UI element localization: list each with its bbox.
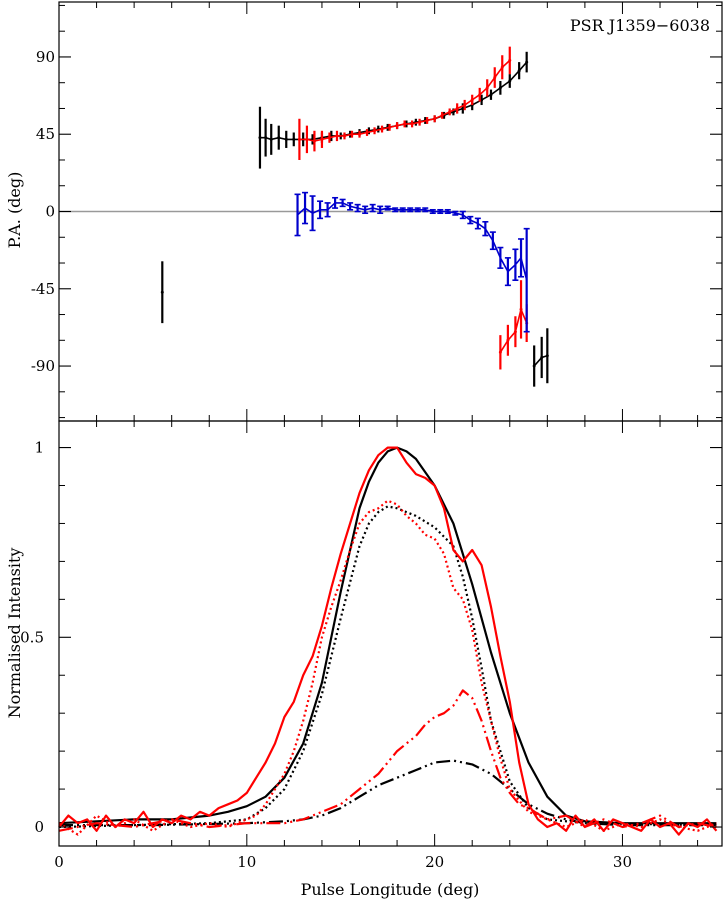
intensity-frame	[58, 420, 723, 847]
profile-line-5	[58, 689, 717, 832]
pa-point	[388, 125, 392, 129]
x-tick-label: 20	[425, 853, 444, 871]
pa-point	[160, 290, 164, 294]
pa-point	[380, 127, 384, 131]
pa-point	[403, 122, 407, 126]
y-tick-label: 0.5	[20, 628, 44, 646]
x-tick-label: 0	[54, 853, 64, 871]
pa-point	[506, 338, 510, 342]
pa-point	[410, 122, 414, 126]
pa-point	[478, 93, 482, 97]
pa-point	[277, 136, 281, 140]
pa-point	[284, 137, 288, 141]
pa-point	[513, 330, 517, 334]
pa-point	[485, 86, 489, 90]
pa-point	[508, 58, 512, 62]
profile-line-3	[58, 446, 718, 836]
y-tick-label: 45	[36, 125, 55, 143]
pa-point	[358, 132, 362, 136]
intensity-profiles	[58, 446, 718, 836]
pa-point	[342, 134, 346, 138]
pa-point	[350, 132, 354, 136]
pa-point	[258, 136, 262, 140]
position-angle-ticks: 90 45 0 -45 -90	[31, 2, 722, 421]
pa-point	[498, 350, 502, 354]
pa-point	[525, 60, 529, 64]
pa-point	[418, 120, 422, 124]
pa-point	[461, 106, 465, 110]
intensity-axis-label: Normalised Intensity	[5, 548, 24, 719]
pa-point	[433, 117, 437, 121]
position-angle-panel: 90 45 0 -45 -90 PSR J1359−6038 P.A. (deg)	[5, 1, 723, 422]
pa-point	[470, 98, 474, 102]
pa-point	[532, 364, 536, 368]
intensity-panel: 00.510 10 20 30 Normalised Intensity Pulse …	[5, 420, 723, 899]
y-tick-label: 0	[34, 818, 44, 836]
pa-trace-2	[296, 202, 528, 281]
pa-point	[440, 113, 444, 117]
chart-title: PSR J1359−6038	[570, 16, 710, 35]
intensity-ticks: 00.510 10 20 30	[20, 421, 722, 871]
pa-point	[365, 131, 369, 135]
longitude-axis-label: Pulse Longitude (deg)	[301, 880, 480, 899]
pa-point	[425, 118, 429, 122]
pa-point	[489, 93, 493, 97]
pa-trace-1	[499, 306, 528, 353]
pa-point	[493, 76, 497, 80]
pa-point	[448, 110, 452, 114]
pa-trace-1	[299, 59, 511, 142]
pa-point	[264, 136, 268, 140]
pa-point	[292, 137, 296, 141]
profile-line-1	[58, 505, 717, 829]
pa-point	[312, 139, 316, 143]
pa-point	[305, 137, 309, 141]
pa-point	[395, 124, 399, 128]
position-angle-data	[59, 46, 722, 387]
y-tick-label: -45	[31, 280, 55, 298]
pa-point	[327, 136, 331, 140]
y-tick-label: -90	[31, 357, 55, 375]
y-tick-label: 90	[36, 48, 55, 66]
pa-point	[297, 137, 301, 141]
pa-point	[519, 307, 523, 311]
profile-line-4	[58, 499, 717, 836]
pa-point	[269, 137, 273, 141]
pa-point	[498, 86, 502, 90]
pa-point	[508, 79, 512, 83]
pa-point	[320, 137, 324, 141]
pa-point	[517, 69, 521, 73]
pa-point	[500, 65, 504, 69]
pa-point	[373, 129, 377, 133]
y-tick-label: 0	[45, 203, 55, 221]
x-tick-label: 10	[237, 853, 256, 871]
profile-line-2	[59, 759, 717, 827]
y-tick-label: 1	[34, 439, 44, 457]
pa-point	[463, 103, 467, 107]
pa-point	[455, 106, 459, 110]
pa-point	[335, 134, 339, 138]
pa-point	[545, 354, 549, 358]
profile-line-0	[58, 446, 717, 825]
pa-point	[480, 98, 484, 102]
position-angle-axis-label: P.A. (deg)	[5, 172, 24, 249]
pa-point	[540, 355, 544, 359]
x-tick-label: 30	[613, 853, 632, 871]
